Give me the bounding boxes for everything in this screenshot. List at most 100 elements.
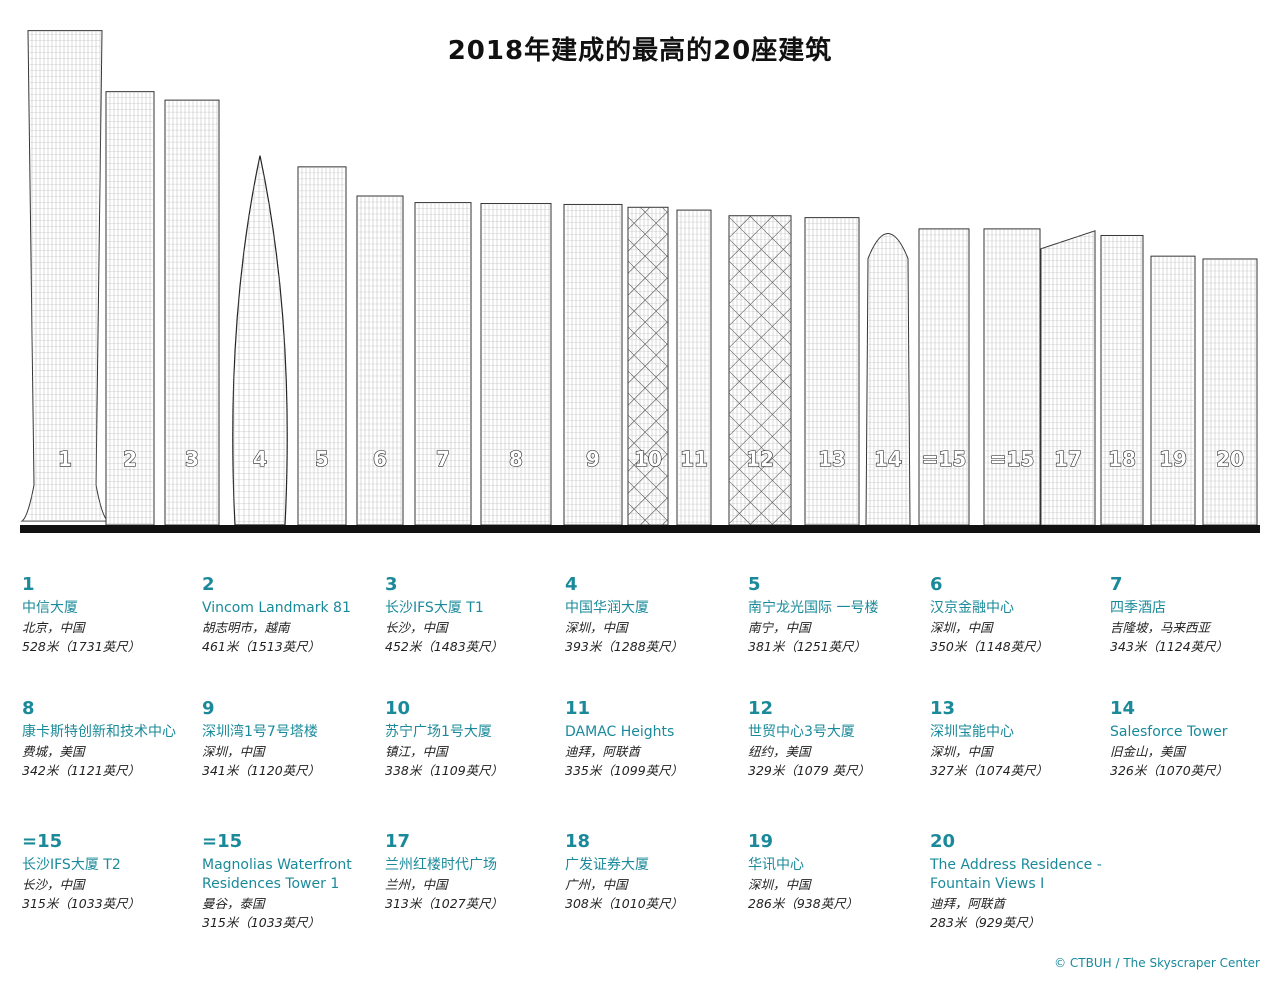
building-entry: 4 中国华润大厦 深圳，中国 393米（1288英尺） bbox=[565, 574, 740, 657]
entry-building-name: 长沙IFS大厦 T2 bbox=[22, 857, 121, 873]
building-entry: 3 长沙IFS大厦 T1 长沙，中国 452米（1483英尺） bbox=[385, 574, 560, 657]
entry-rank: 4 bbox=[565, 574, 578, 595]
entry-location: 迪拜，阿联酋 bbox=[930, 896, 1006, 911]
building-rank-label: 10 bbox=[634, 447, 662, 471]
facade-texture bbox=[1151, 256, 1195, 525]
entry-height: 461米（1513英尺） bbox=[202, 639, 321, 654]
entry-location: 深圳，中国 bbox=[930, 620, 993, 635]
entry-rank: 13 bbox=[930, 698, 956, 719]
entry-building-name: 中国华润大厦 bbox=[565, 600, 649, 616]
entry-height: 452米（1483英尺） bbox=[385, 639, 504, 654]
entry-height: 343米（1124英尺） bbox=[1110, 639, 1229, 654]
entry-building-name: Salesforce Tower bbox=[1110, 724, 1228, 740]
building-rank-label: 4 bbox=[253, 447, 267, 471]
building-entry: 12 世贸中心3号大厦 纽约，美国 329米（1079 英尺） bbox=[748, 698, 923, 781]
entry-location: 兰州，中国 bbox=[385, 877, 448, 892]
entry-building-name: 南宁龙光国际 一号楼 bbox=[748, 600, 879, 616]
entry-height: 342米（1121英尺） bbox=[22, 763, 141, 778]
entry-height: 315米（1033英尺） bbox=[202, 915, 321, 930]
building-rank-label: 6 bbox=[373, 447, 387, 471]
entry-building-name: 中信大厦 bbox=[22, 600, 78, 616]
building-rank-label: 7 bbox=[436, 447, 450, 471]
entry-height: 326米（1070英尺） bbox=[1110, 763, 1229, 778]
entry-location: 胡志明市，越南 bbox=[202, 620, 290, 635]
building-outline-18 bbox=[1100, 234, 1144, 526]
entry-height: 341米（1120英尺） bbox=[202, 763, 321, 778]
entry-rank: 12 bbox=[748, 698, 774, 719]
building-8: 8 bbox=[480, 203, 552, 526]
entry-height: 381米（1251英尺） bbox=[748, 639, 867, 654]
facade-texture bbox=[165, 100, 219, 525]
entry-building-name: 深圳宝能中心 bbox=[930, 724, 1014, 740]
entry-building-name: 苏宁广场1号大厦 bbox=[385, 724, 492, 740]
entry-location: 广州，中国 bbox=[565, 877, 628, 892]
building-outline-11 bbox=[676, 209, 712, 526]
entry-rank: 19 bbox=[748, 831, 774, 852]
entry-location: 深圳，中国 bbox=[202, 744, 265, 759]
entry-height: 350米（1148英尺） bbox=[930, 639, 1049, 654]
entry-rank: 1 bbox=[22, 574, 35, 595]
building-rank-label: 12 bbox=[746, 447, 774, 471]
entry-rank: 3 bbox=[385, 574, 398, 595]
building-14: 14 bbox=[865, 233, 911, 526]
facade-texture bbox=[628, 207, 668, 525]
facade-texture bbox=[564, 204, 622, 525]
entry-rank: 20 bbox=[930, 831, 956, 852]
building-entry: 13 深圳宝能中心 深圳，中国 327米（1074英尺） bbox=[930, 698, 1105, 781]
facade-texture bbox=[481, 203, 551, 525]
building-entry: =15 长沙IFS大厦 T2 长沙，中国 315米（1033英尺） bbox=[22, 831, 197, 914]
entry-rank: 6 bbox=[930, 574, 943, 595]
building-outline-9 bbox=[563, 203, 623, 526]
building-rank-label: 14 bbox=[874, 447, 902, 471]
facade-texture bbox=[106, 91, 154, 525]
entry-rank: 17 bbox=[385, 831, 411, 852]
entry-height: 338米（1109英尺） bbox=[385, 763, 504, 778]
building-5: 5 bbox=[297, 166, 347, 526]
building-outline-8 bbox=[480, 203, 552, 526]
building-6: 6 bbox=[356, 195, 404, 526]
facade-texture bbox=[1203, 258, 1257, 525]
building-rank-label: =15 bbox=[990, 447, 1035, 471]
building-entry: 9 深圳湾1号7号塔楼 深圳，中国 341米（1120英尺） bbox=[202, 698, 377, 781]
building-outline-6 bbox=[356, 195, 404, 526]
facade-texture bbox=[729, 215, 791, 526]
building-entry: 11 DAMAC Heights 迪拜，阿联酋 335米（1099英尺） bbox=[565, 698, 740, 781]
building-outline-15 bbox=[918, 228, 970, 526]
entry-building-name: 康卡斯特创新和技术中心 bbox=[22, 724, 176, 740]
entry-height: 327米（1074英尺） bbox=[930, 763, 1049, 778]
entry-height: 308米（1010英尺） bbox=[565, 896, 684, 911]
skyline-illustration: 1 2 3 4 5 6 7 8 9 10 11 12 13 14 =15 =15 17 18 19 20 bbox=[20, 30, 1260, 533]
building-outline-14 bbox=[865, 233, 911, 526]
facade-texture bbox=[866, 233, 910, 525]
building-outline-12 bbox=[728, 215, 792, 526]
facade-texture bbox=[805, 217, 859, 525]
building-rank-label: 5 bbox=[315, 447, 329, 471]
entry-location: 深圳，中国 bbox=[748, 877, 811, 892]
entry-location: 纽约，美国 bbox=[748, 744, 811, 759]
entry-rank: 8 bbox=[22, 698, 35, 719]
building-16: =15 bbox=[983, 228, 1041, 526]
building-rank-label: 19 bbox=[1159, 447, 1187, 471]
building-rank-label: 9 bbox=[586, 447, 600, 471]
entry-rank: 7 bbox=[1110, 574, 1123, 595]
entry-building-name: 华讯中心 bbox=[748, 857, 804, 873]
building-3: 3 bbox=[164, 99, 220, 526]
building-2: 2 bbox=[105, 91, 155, 526]
building-entry: 2 Vincom Landmark 81 胡志明市，越南 461米（1513英尺） bbox=[202, 574, 377, 657]
building-15: =15 bbox=[918, 228, 970, 526]
entry-rank: 9 bbox=[202, 698, 215, 719]
building-rank-label: 20 bbox=[1216, 447, 1244, 471]
entry-height: 313米（1027英尺） bbox=[385, 896, 504, 911]
entry-height: 335米（1099英尺） bbox=[565, 763, 684, 778]
building-rank-label: 18 bbox=[1108, 447, 1136, 471]
entry-location: 深圳，中国 bbox=[930, 744, 993, 759]
entry-building-name: 长沙IFS大厦 T1 bbox=[385, 600, 484, 616]
building-rank-label: 2 bbox=[123, 447, 137, 471]
entry-building-name: 兰州红楼时代广场 bbox=[385, 857, 497, 873]
building-entry: 10 苏宁广场1号大厦 镇江，中国 338米（1109英尺） bbox=[385, 698, 560, 781]
building-20: 20 bbox=[1202, 258, 1258, 526]
building-entry: 14 Salesforce Tower 旧金山，美国 326米（1070英尺） bbox=[1110, 698, 1275, 781]
facade-texture bbox=[1041, 230, 1095, 525]
building-outline-13 bbox=[804, 217, 860, 526]
building-12: 12 bbox=[728, 215, 792, 526]
